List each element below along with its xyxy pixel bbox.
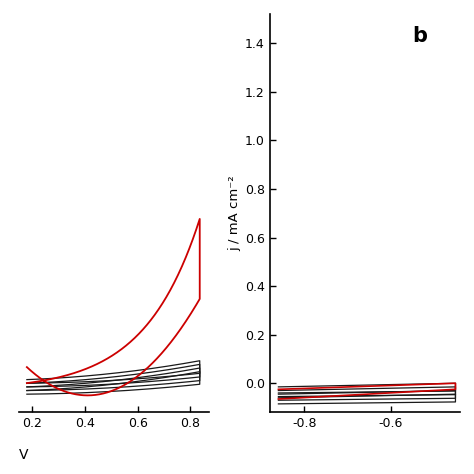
Y-axis label: j / mA cm⁻²: j / mA cm⁻² — [228, 175, 241, 251]
Text: V: V — [19, 448, 28, 462]
Text: b: b — [412, 26, 427, 46]
